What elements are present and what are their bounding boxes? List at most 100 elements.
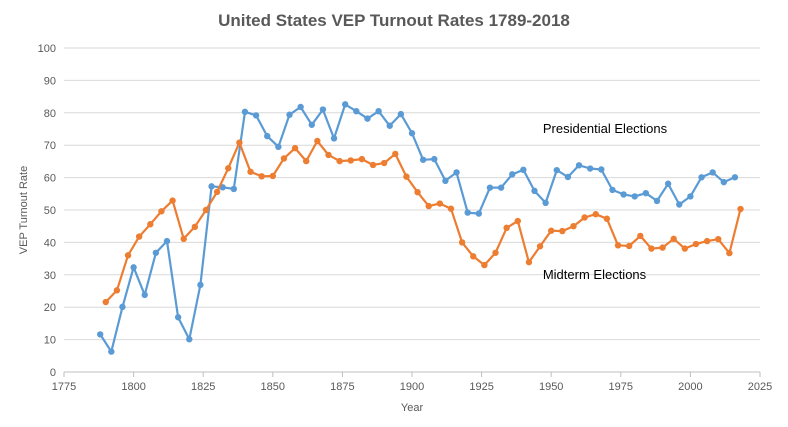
midterm-elections-point — [102, 298, 109, 306]
midterm-elections-point — [737, 205, 744, 213]
presidential-elections-point — [720, 178, 728, 186]
x-tick-label: 1875 — [330, 381, 354, 393]
midterm-elections-point — [614, 242, 622, 249]
midterm-elections-point — [458, 239, 466, 246]
series-presidential-elections — [96, 101, 739, 355]
midterm-elections-point — [648, 245, 655, 252]
y-tick-label: 90 — [44, 75, 56, 87]
midterm-elections-point — [703, 237, 711, 245]
midterm-elections-point — [525, 258, 533, 266]
presidential-elections-point — [475, 210, 483, 217]
presidential-elections-point — [620, 191, 627, 198]
midterm-elections-point — [269, 172, 276, 180]
x-tick-label: 1975 — [609, 381, 633, 393]
midterm-elections-point — [492, 249, 499, 256]
midterm-elections-point — [447, 205, 455, 212]
midterm-elections-point — [692, 240, 700, 248]
presidential-elections-point — [486, 184, 494, 191]
presidential-elections-point — [297, 103, 304, 111]
midterm-elections-point — [236, 139, 243, 146]
midterm-elections-point — [147, 221, 154, 228]
x-axis-label: Year — [401, 402, 424, 414]
midterm-elections-point — [291, 144, 299, 152]
presidential-elections-point — [575, 162, 583, 169]
midterm-elections-point — [191, 223, 199, 231]
presidential-elections-point — [119, 303, 126, 311]
midterm-elections-point — [681, 245, 689, 252]
y-tick-label: 10 — [44, 335, 56, 347]
x-tick-labels: 1775 1800 1825 1850 1875 1900 1925 1950 1975 2000… — [52, 381, 772, 393]
presidential-elections-point — [464, 209, 471, 216]
midterm-elections-point — [403, 173, 410, 180]
midterm-elections-point — [514, 217, 521, 225]
series-midterm-elections — [102, 137, 744, 306]
midterm-elections-point — [336, 157, 343, 165]
x-tick-label: 2025 — [748, 381, 772, 393]
midterm-elections-point — [358, 155, 366, 163]
presidential-elections-point — [275, 143, 282, 151]
midterm-elections-point — [392, 150, 399, 158]
presidential-elections-line — [99, 103, 736, 353]
presidential-elections-point — [364, 115, 371, 122]
midterm-elections-point — [202, 206, 210, 214]
chart-title: United States VEP Turnout Rates 1789-201… — [218, 11, 570, 30]
presidential-elections-point — [341, 101, 349, 108]
y-tick-label: 60 — [44, 173, 56, 185]
midterm-elections-point — [158, 208, 165, 215]
presidential-elections-point — [642, 189, 650, 197]
presidential-elections-point — [698, 174, 705, 181]
presidential-elections-point — [375, 107, 382, 115]
annotation-group: Presidential Elections Midterm Elections — [543, 121, 668, 282]
midterm-elections-point — [414, 188, 421, 196]
presidential-elections-point — [330, 135, 338, 142]
presidential-elections-point — [252, 112, 260, 119]
midterm-elections-point — [247, 168, 254, 175]
presidential-elections-point — [308, 121, 315, 128]
presidential-elections-point — [397, 110, 405, 118]
axes — [63, 371, 761, 377]
midterm-elections-point — [280, 155, 288, 162]
midterm-elections-point — [726, 249, 733, 257]
midterm-elections-point — [213, 188, 221, 196]
midterm-elections-point — [380, 159, 388, 167]
presidential-elections-point — [419, 156, 427, 163]
midterm-elections-point — [124, 252, 132, 259]
y-tick-labels: 0 10 20 30 40 50 60 70 80 90 100 — [38, 43, 56, 379]
presidential-elections-point — [186, 336, 193, 343]
midterm-elections-point — [369, 161, 377, 169]
x-tick-label: 1825 — [191, 381, 215, 393]
midterm-elections-point — [169, 197, 176, 204]
x-tick-label: 1775 — [52, 381, 76, 393]
y-tick-label: 70 — [44, 140, 56, 152]
x-tick-label: 2000 — [678, 381, 702, 393]
presidential-elections-point — [564, 173, 572, 181]
presidential-elections-point — [241, 108, 249, 116]
midterm-elections-line — [105, 139, 742, 303]
x-tick-label: 1950 — [539, 381, 563, 393]
midterm-elections-point — [659, 244, 666, 251]
presidential-elections-point — [319, 106, 327, 113]
presidential-elections-point — [531, 187, 538, 195]
midterm-elections-point — [548, 227, 555, 234]
y-tick-label: 20 — [44, 302, 56, 314]
presidential-elections-point — [174, 314, 182, 321]
presidential-elections-point — [286, 111, 293, 118]
x-tick-label: 1850 — [261, 381, 285, 393]
presidential-elections-point — [163, 237, 171, 245]
presidential-elections-point — [208, 183, 215, 190]
midterm-elections-point — [436, 200, 444, 207]
midterm-elections-point — [503, 224, 510, 232]
y-tick-label: 40 — [44, 237, 56, 249]
presidential-elections-point — [264, 132, 271, 140]
presidential-elections-point — [709, 169, 716, 176]
midterm-elections-point — [592, 211, 599, 218]
gridlines — [64, 47, 760, 341]
presidential-elections-point — [520, 166, 527, 174]
presidential-elections-point — [664, 180, 672, 187]
presidential-elections-point — [108, 348, 115, 355]
midterm-elections-point — [603, 215, 611, 222]
presidential-elections-point — [408, 130, 416, 137]
midterm-elections-point — [481, 261, 488, 269]
presidential-elections-point — [676, 201, 683, 208]
